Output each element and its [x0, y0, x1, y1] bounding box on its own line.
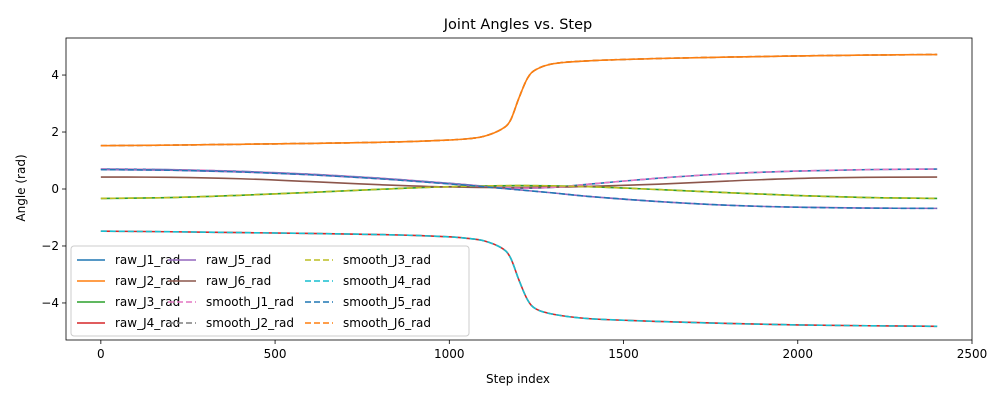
plot-lines	[100, 53, 938, 328]
series-line-smooth-j4-rad	[100, 230, 938, 328]
legend-label: raw_J6_rad	[206, 274, 271, 288]
x-tick-label: 1500	[608, 347, 639, 361]
y-tick-label: 2	[51, 125, 59, 139]
legend-label: raw_J5_rad	[206, 253, 271, 267]
x-tick-label: 0	[97, 347, 105, 361]
legend-box	[70, 245, 470, 337]
legend-label: raw_J4_rad	[115, 316, 180, 330]
legend-label: smooth_J4_rad	[343, 274, 431, 288]
x-tick-label: 2000	[782, 347, 813, 361]
y-tick-label: 0	[51, 182, 59, 196]
legend: raw_J1_rad raw_J2_rad raw_J3_rad raw_J4_rad…	[70, 245, 470, 337]
y-axis-label: Angle (rad)	[14, 154, 28, 221]
series-line-smooth-j3-rad	[100, 184, 938, 200]
series-line-raw-j5-rad	[100, 168, 938, 210]
legend-label: smooth_J3_rad	[343, 253, 431, 267]
series-line-raw-j2-rad	[100, 53, 938, 147]
legend-label: raw_J2_rad	[115, 274, 180, 288]
legend-label: smooth_J6_rad	[343, 316, 431, 330]
legend-label: smooth_J5_rad	[343, 295, 431, 309]
x-tick-label: 2500	[957, 347, 988, 361]
x-tick-label: 500	[264, 347, 287, 361]
axes: 0 500 1000 1500 2000 2500 −4 −2 0 2 4	[41, 37, 988, 361]
legend-label: smooth_J2_rad	[206, 316, 294, 330]
series-line-smooth-j6-rad	[100, 53, 938, 147]
y-tick-label: −2	[41, 239, 59, 253]
x-axis-label: Step index	[486, 372, 550, 386]
series-line-smooth-j5-rad	[100, 168, 938, 210]
y-tick-label: 4	[51, 68, 59, 82]
legend-label: raw_J1_rad	[115, 253, 180, 267]
y-tick-label: −4	[41, 296, 59, 310]
x-tick-label: 1000	[434, 347, 465, 361]
chart-title: Joint Angles vs. Step	[443, 17, 592, 33]
series-line-smooth-j2-rad	[100, 53, 938, 147]
legend-label: raw_J3_rad	[115, 295, 180, 309]
legend-label: smooth_J1_rad	[206, 295, 294, 309]
